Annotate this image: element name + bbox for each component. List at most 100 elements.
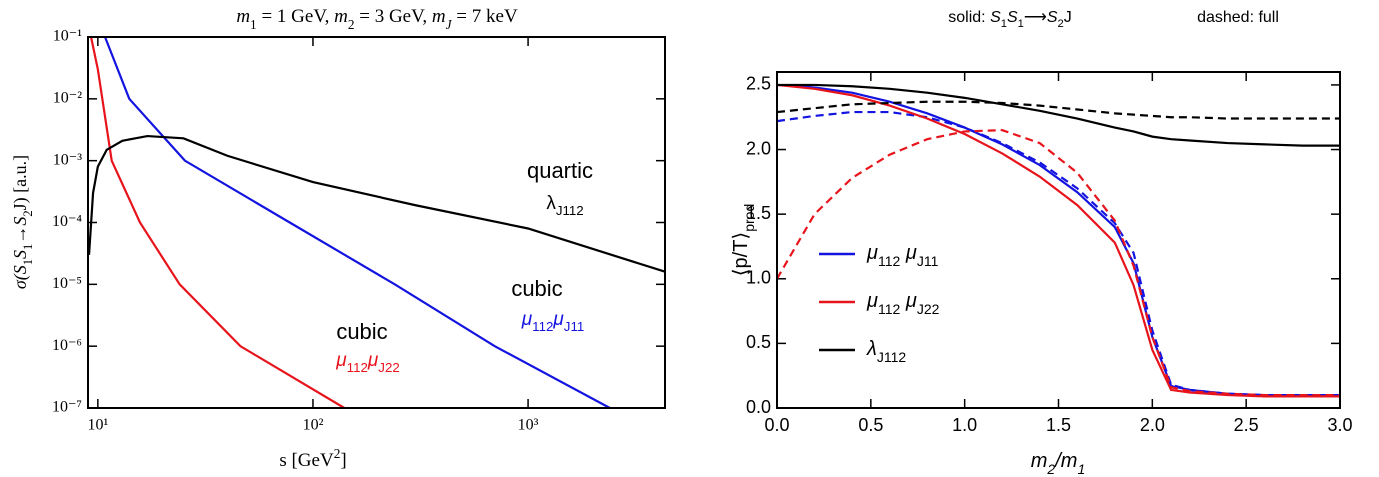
legend-label-part: J11 <box>917 253 939 269</box>
panel: 10¹ 10² 10³ 10⁻¹ 10⁻² 10⁻³ 10⁻⁴ 10⁻⁵ 10⁻⁶ 10⁻⁷ cub… <box>10 6 666 471</box>
chart-title-part: m <box>236 6 250 27</box>
legend-label-part: μ <box>905 242 917 264</box>
x-axis-label-part: ] <box>340 450 346 471</box>
chart-title-part: = 1 GeV, <box>257 6 334 27</box>
annotation: cubic <box>511 276 562 301</box>
annotation-formula: λJ112 <box>546 193 583 218</box>
annotation-formula-part: μ <box>367 350 379 371</box>
annotation-formula-part: J11 <box>564 319 584 334</box>
annotation-formula-part: μ <box>335 350 347 371</box>
legend-label-part: λ <box>866 338 877 360</box>
chart-title-part: S <box>1007 9 1018 26</box>
y-tick-label: 10⁻⁶ <box>52 337 82 354</box>
panel: 0.0 0.5 1.0 1.5 2.0 2.5 3.0 0.0 0.5 1.0 1.5 2.0 2.5 s… <box>730 9 1352 476</box>
x-axis-label-part: 2 <box>334 446 341 461</box>
chart-subtitle: dashed: full <box>1197 9 1279 26</box>
chart-title-part: = 7 keV <box>452 6 518 27</box>
y-tick-label: 10⁻⁷ <box>52 399 82 416</box>
chart-title-part: m <box>334 6 348 27</box>
chart-title-part: ⟶ <box>1024 9 1047 26</box>
y-tick-label: 2.0 <box>746 138 771 158</box>
annotation-formula-part: μ <box>521 309 533 330</box>
x-tick-label: 10¹ <box>87 417 108 434</box>
annotation-formula: μ112μJ22 <box>335 350 400 375</box>
chart-title-part: J <box>446 17 453 32</box>
legend-label-part: 112 <box>878 301 901 317</box>
y-axis-label-part: σ( <box>10 273 31 289</box>
x-axis-label-part: m <box>1061 450 1078 472</box>
y-tick-label: 10⁻⁵ <box>52 275 82 292</box>
legend-label: μ112 μJ22 <box>866 290 940 316</box>
data-line <box>89 36 345 409</box>
data-line-dashed <box>776 100 1340 120</box>
chart-title-part: 2 <box>348 17 355 32</box>
data-line <box>776 83 1340 398</box>
y-axis-label-part: prod <box>741 204 757 232</box>
y-axis-label: ⟨p/T⟩prod <box>730 204 756 277</box>
data-line <box>776 83 1340 397</box>
annotation-formula-part: J112 <box>556 203 584 218</box>
annotation-formula-part: μ <box>552 309 564 330</box>
y-tick-label: 2.5 <box>746 74 771 94</box>
chart-title-part: solid: <box>948 9 990 26</box>
x-axis-label-part: / <box>1053 450 1063 472</box>
x-tick-label: 1.5 <box>1046 415 1071 435</box>
chart-title: solid: S1S1⟶S2J <box>948 9 1071 30</box>
x-tick-label: 10³ <box>518 417 539 434</box>
data-line <box>104 36 611 409</box>
chart-title-part: J <box>1064 9 1072 26</box>
x-tick-label: 3.0 <box>1327 415 1352 435</box>
y-tick-label: 10⁻¹ <box>53 28 82 45</box>
legend-label: λJ112 <box>866 338 906 364</box>
legend-label-part: μ <box>905 290 917 312</box>
legend-label-part: μ <box>866 242 878 264</box>
x-tick-label: 2.5 <box>1234 415 1259 435</box>
y-axis-label-part: ⟨p/T⟩ <box>730 232 752 277</box>
y-axis-label-part: S <box>10 265 30 274</box>
chart-title-part: 2 <box>1057 18 1063 30</box>
annotation-formula: μ112μJ11 <box>521 309 585 334</box>
x-axis-label-part: s [GeV <box>279 450 334 471</box>
chart-title-part: = 3 GeV, <box>355 6 432 27</box>
legend-label: μ112 μJ11 <box>866 242 939 268</box>
plot-frame <box>87 36 666 409</box>
x-axis-label-part: m <box>1031 450 1048 472</box>
y-axis-label-part: J) [a.u.] <box>10 155 31 210</box>
x-axis-label-part: 2 <box>1046 461 1055 477</box>
y-axis-label-part: 1 <box>21 244 35 250</box>
data-line-dashed <box>776 129 1340 397</box>
data-line <box>777 83 1340 147</box>
x-tick-label: 0.5 <box>858 415 883 435</box>
chart-title-part: 1 <box>1018 18 1024 30</box>
y-axis-label-part: S <box>10 250 30 259</box>
y-tick-label: 10⁻⁴ <box>52 213 82 230</box>
y-axis-label-part: S <box>10 217 30 226</box>
annotation-formula-part: 112 <box>347 360 368 375</box>
chart-title-part: 1 <box>1001 18 1007 30</box>
chart-title-part: S <box>990 9 1001 26</box>
x-axis-label: m2/m1 <box>1031 450 1086 476</box>
x-tick-label: 10² <box>303 417 324 434</box>
legend-label-part: J22 <box>917 301 940 317</box>
chart-title-part: m <box>432 6 446 27</box>
data-line-dashed <box>776 110 1340 397</box>
y-tick-label: 0.5 <box>746 332 771 352</box>
annotation: cubic <box>336 319 387 344</box>
y-tick-label: 10⁻³ <box>53 151 82 168</box>
annotation-formula-part: λ <box>546 193 556 214</box>
annotation-formula-part: J22 <box>378 360 399 375</box>
x-axis-label-part: 1 <box>1077 461 1085 477</box>
annotation-formula-part: 112 <box>532 319 553 334</box>
annotation: quartic <box>527 158 593 183</box>
legend-label-part: μ <box>866 290 878 312</box>
y-tick-label: 10⁻² <box>53 90 82 107</box>
x-tick-label: 2.0 <box>1140 415 1165 435</box>
y-axis-label: σ(S1S1→S2J) [a.u.] <box>10 155 35 289</box>
y-tick-label: 1.0 <box>746 268 771 288</box>
legend-label-part: 112 <box>878 253 901 269</box>
data-line <box>87 134 666 273</box>
y-axis-label-part: → <box>10 226 30 244</box>
chart-title-part: S <box>1047 9 1058 26</box>
